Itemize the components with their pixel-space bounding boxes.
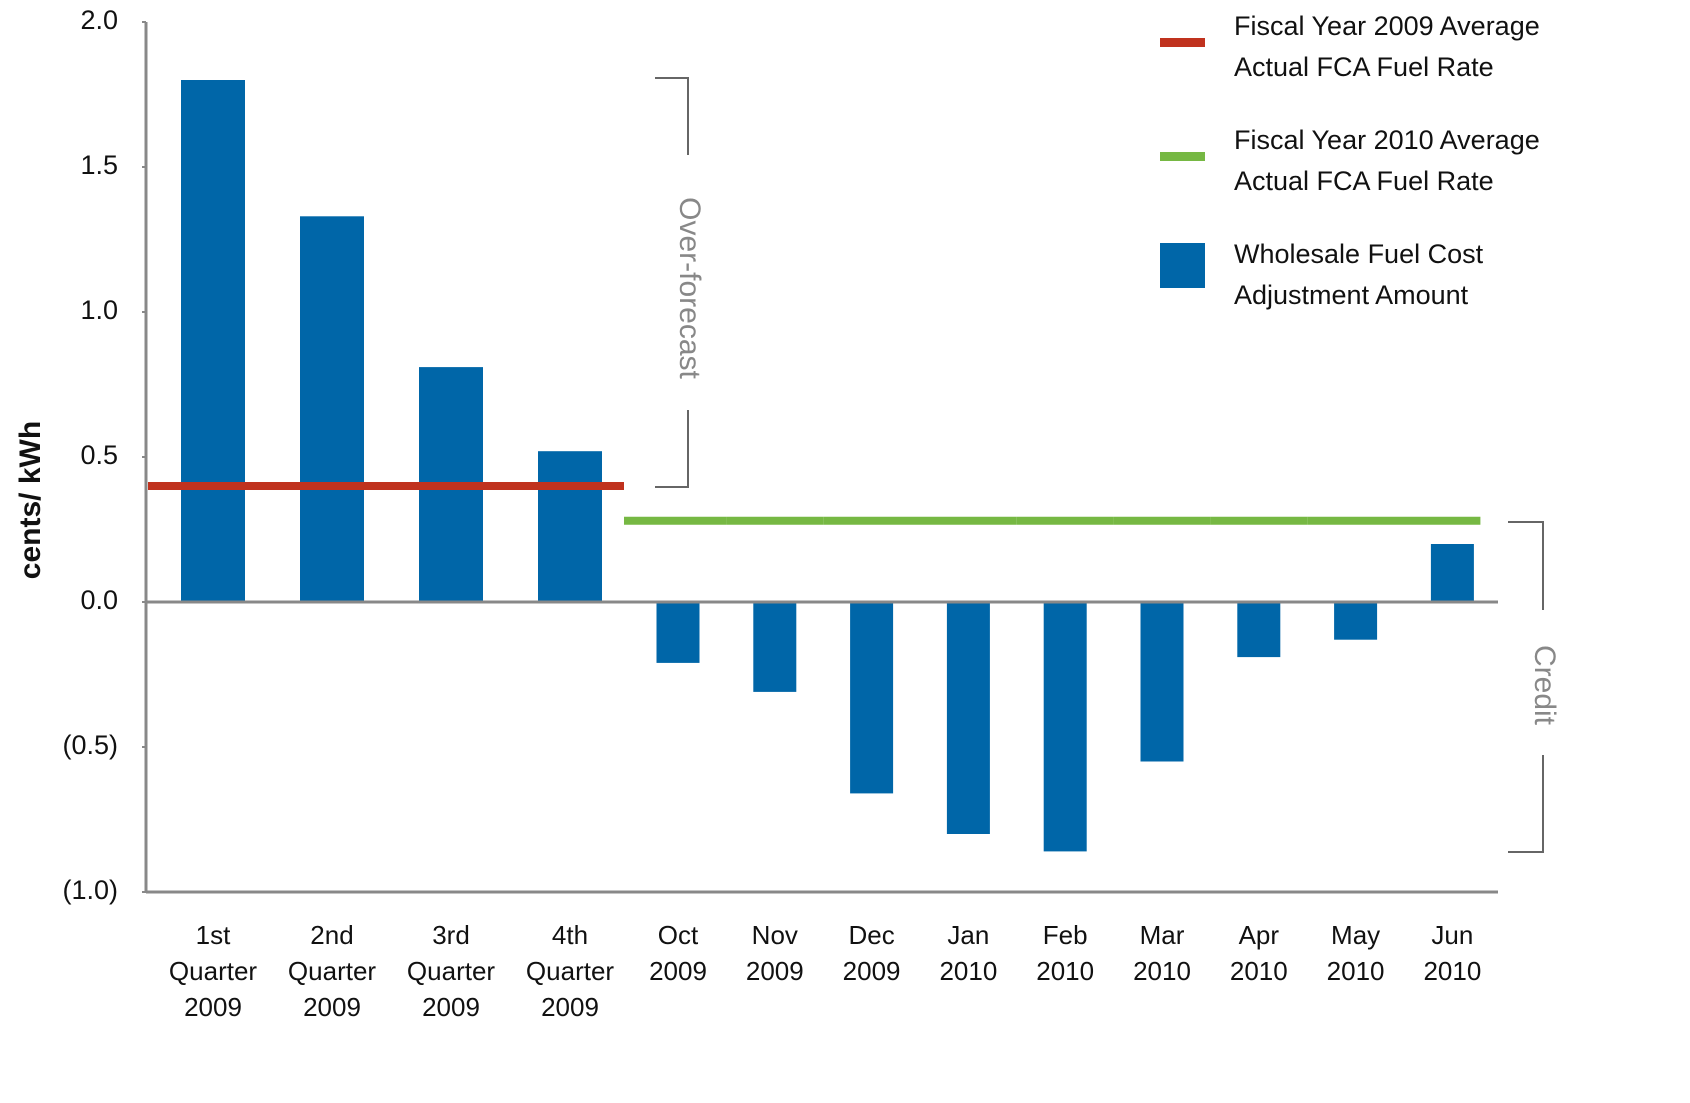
y-tick-label: (0.5) [62,730,118,760]
bracket [655,77,689,488]
bar [753,602,797,692]
annotation: Over-forecast [673,197,706,379]
x-tick-label: 1st Quarter 2009 [168,920,258,1022]
bar [538,451,602,602]
x-tick-label: Jan 2010 [939,920,998,986]
y-tick-label: 0.5 [80,440,118,470]
y-tick-label: 1.0 [80,295,118,325]
bar [1334,602,1378,640]
legend-label: Fiscal Year 2009 Average Actual FCA Fuel… [1234,11,1540,82]
x-tick-label: 3rd Quarter 2009 [406,920,496,1022]
x-tick-label: Apr 2010 [1229,920,1288,986]
bar [181,80,245,602]
legend-swatch [1160,38,1205,47]
x-tick-label: Nov 2009 [745,920,804,986]
x-tick-label: 2nd Quarter 2009 [287,920,377,1022]
annotation: Credit [1528,645,1561,726]
y-tick-label: (1.0) [62,875,118,905]
bar [1430,544,1474,602]
legend-swatch [1160,152,1205,161]
y-tick-label: 1.5 [80,150,118,180]
legend-label: Wholesale Fuel Cost Adjustment Amount [1234,239,1484,310]
x-tick-label: Feb 2010 [1036,920,1095,986]
y-axis-label: cents/ kWh [14,421,47,579]
bar [1140,602,1184,762]
bracket [1508,521,1544,853]
x-tick-label: Oct 2009 [649,920,707,986]
x-tick-label: Dec 2009 [842,920,901,986]
bar [656,602,700,663]
bar [850,602,894,794]
bar [300,216,364,603]
x-tick-label: 4th Quarter 2009 [525,920,615,1022]
legend-label: Fiscal Year 2010 Average Actual FCA Fuel… [1234,125,1540,196]
x-tick-label: Mar 2010 [1133,920,1191,986]
y-tick-label: 2.0 [80,5,118,35]
bar [1237,602,1281,658]
x-tick-label: May 2010 [1326,920,1385,986]
legend-swatch [1160,243,1205,288]
x-tick-label: Jun 2010 [1423,920,1482,986]
y-tick-label: 0.0 [80,585,118,615]
bar [1043,602,1087,852]
bar [946,602,990,834]
